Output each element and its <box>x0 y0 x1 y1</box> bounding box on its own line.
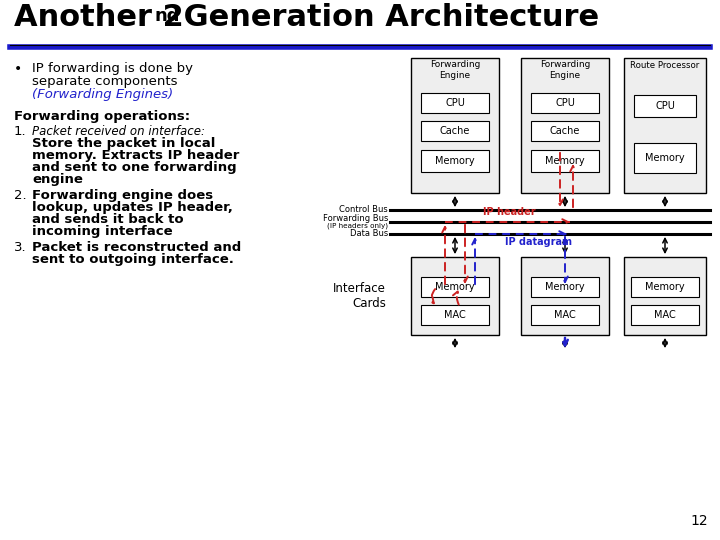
Text: 3.: 3. <box>14 241 27 254</box>
Text: CPU: CPU <box>555 98 575 108</box>
Text: Packet received on interface:: Packet received on interface: <box>32 125 205 138</box>
Text: Packet is reconstructed and: Packet is reconstructed and <box>32 241 241 254</box>
Text: Forwarding
Engine: Forwarding Engine <box>540 60 590 80</box>
Bar <box>531 305 599 325</box>
Text: memory. Extracts IP header: memory. Extracts IP header <box>32 149 239 162</box>
Text: Forwarding Bus: Forwarding Bus <box>323 214 388 223</box>
Text: IP header: IP header <box>483 207 536 217</box>
Text: Memory: Memory <box>435 156 474 166</box>
Text: Memory: Memory <box>545 282 585 292</box>
Text: Store the packet in local: Store the packet in local <box>32 137 215 150</box>
Text: and sent to one forwarding: and sent to one forwarding <box>32 161 237 174</box>
Text: Forwarding operations:: Forwarding operations: <box>14 110 190 123</box>
Text: Memory: Memory <box>645 153 685 163</box>
Text: Cache: Cache <box>550 126 580 136</box>
Bar <box>624 58 706 193</box>
Text: (Forwarding Engines): (Forwarding Engines) <box>32 88 173 101</box>
Bar <box>411 257 499 335</box>
Text: (IP headers only): (IP headers only) <box>327 222 388 230</box>
Text: sent to outgoing interface.: sent to outgoing interface. <box>32 253 234 266</box>
Bar <box>631 277 699 297</box>
Bar <box>624 257 706 335</box>
Bar <box>531 150 599 172</box>
Bar <box>531 277 599 297</box>
Text: 1.: 1. <box>14 125 27 138</box>
Bar <box>421 93 489 113</box>
Bar <box>521 257 609 335</box>
Text: Forwarding engine does: Forwarding engine does <box>32 189 213 202</box>
Bar <box>411 58 499 193</box>
Text: Route Processor: Route Processor <box>631 62 700 71</box>
Text: •: • <box>14 62 22 76</box>
Text: Data Bus: Data Bus <box>350 230 388 239</box>
Text: engine: engine <box>32 173 83 186</box>
Text: and sends it back to: and sends it back to <box>32 213 184 226</box>
Text: Interface
Cards: Interface Cards <box>333 282 386 310</box>
Text: separate components: separate components <box>32 75 178 88</box>
Text: IP datagram: IP datagram <box>505 237 572 247</box>
Text: lookup, updates IP header,: lookup, updates IP header, <box>32 201 233 214</box>
Bar <box>421 121 489 141</box>
Text: Memory: Memory <box>435 282 474 292</box>
Text: MAC: MAC <box>654 310 676 320</box>
Text: Generation Architecture: Generation Architecture <box>173 3 599 32</box>
Text: Memory: Memory <box>545 156 585 166</box>
Bar <box>531 93 599 113</box>
Bar <box>634 95 696 117</box>
Text: Forwarding
Engine: Forwarding Engine <box>430 60 480 80</box>
Bar <box>421 277 489 297</box>
Text: 2.: 2. <box>14 189 27 202</box>
Text: CPU: CPU <box>445 98 465 108</box>
Text: Control Bus: Control Bus <box>339 206 388 214</box>
Text: MAC: MAC <box>554 310 576 320</box>
Bar <box>631 305 699 325</box>
Bar <box>421 305 489 325</box>
Bar <box>421 150 489 172</box>
Bar <box>521 58 609 193</box>
Bar <box>531 121 599 141</box>
Text: nd: nd <box>154 7 179 25</box>
Text: CPU: CPU <box>655 101 675 111</box>
Text: IP forwarding is done by: IP forwarding is done by <box>32 62 193 75</box>
Text: MAC: MAC <box>444 310 466 320</box>
Bar <box>634 143 696 173</box>
Text: Memory: Memory <box>645 282 685 292</box>
Text: Another 2: Another 2 <box>14 3 184 32</box>
Text: incoming interface: incoming interface <box>32 225 173 238</box>
Text: Cache: Cache <box>440 126 470 136</box>
Text: 12: 12 <box>690 514 708 528</box>
